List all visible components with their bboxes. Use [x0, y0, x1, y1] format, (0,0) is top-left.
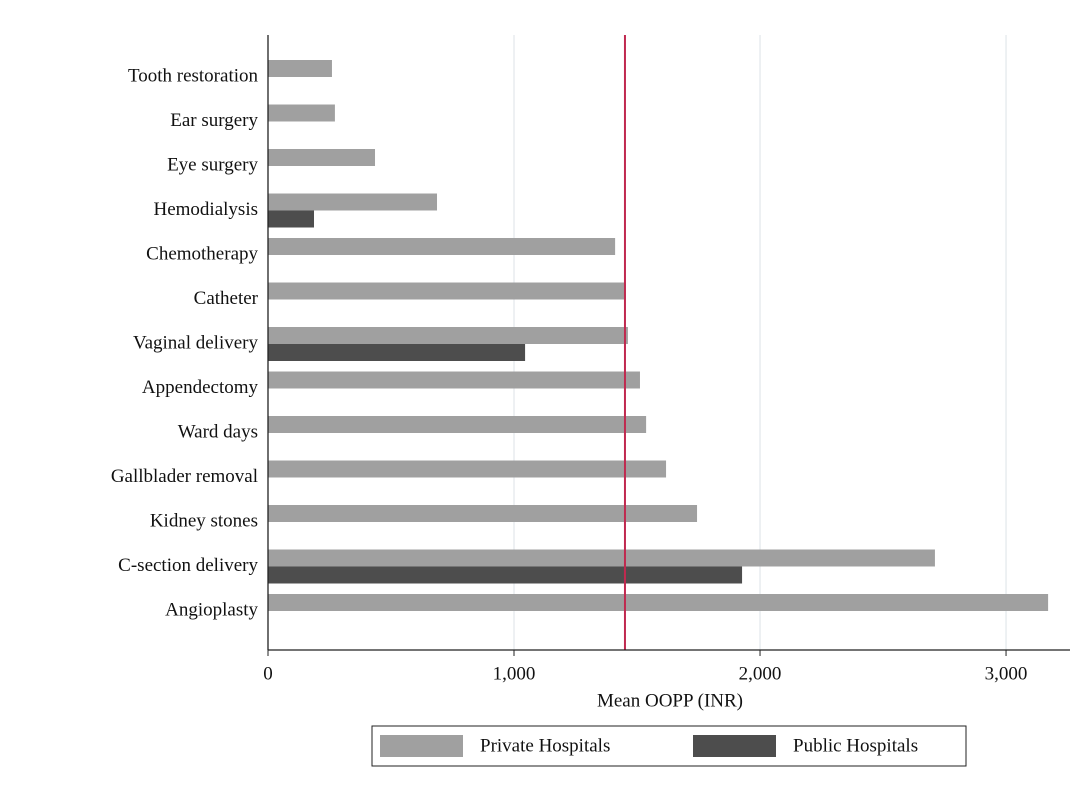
x-tick-label: 0: [263, 663, 273, 684]
bar: [268, 149, 376, 166]
x-tick-label: 3,000: [985, 663, 1028, 684]
bar: [268, 282, 626, 300]
x-tick-label: 1,000: [493, 663, 536, 684]
y-tick-label: Vaginal delivery: [133, 332, 259, 353]
bar: [268, 371, 640, 389]
y-tick-label: Gallblader removal: [111, 466, 258, 487]
y-tick-label: Ear surgery: [170, 110, 258, 131]
bar: [268, 210, 315, 228]
y-tick-label: Chemotherapy: [146, 243, 258, 264]
bar: [268, 594, 1049, 611]
y-tick-label: Tooth restoration: [128, 65, 259, 86]
bar: [268, 104, 335, 122]
y-tick-label: Angioplasty: [165, 599, 258, 620]
x-tick-label: 2,000: [739, 663, 782, 684]
y-tick-label: Ward days: [178, 421, 258, 442]
y-tick-label: Kidney stones: [150, 510, 258, 531]
legend-label: Private Hospitals: [480, 735, 610, 756]
legend-swatch: [380, 735, 463, 757]
y-tick-label: Catheter: [194, 288, 259, 309]
y-tick-label: Hemodialysis: [154, 199, 259, 220]
legend-label: Public Hospitals: [793, 735, 918, 756]
bar: [268, 549, 935, 567]
bar: [268, 193, 438, 211]
y-tick-label: Appendectomy: [142, 377, 259, 398]
x-axis-label: Mean OOPP (INR): [597, 690, 743, 711]
bar: [268, 238, 616, 255]
bar: [268, 460, 667, 478]
bar: [268, 505, 698, 522]
legend-swatch: [693, 735, 776, 757]
bar: [268, 416, 647, 433]
bar: [268, 327, 628, 344]
y-tick-label: C-section delivery: [118, 555, 258, 576]
bar: [268, 60, 332, 77]
bar: [268, 344, 526, 361]
y-tick-label: Eye surgery: [167, 154, 258, 175]
bar: [268, 566, 743, 584]
legend: [371, 725, 967, 767]
